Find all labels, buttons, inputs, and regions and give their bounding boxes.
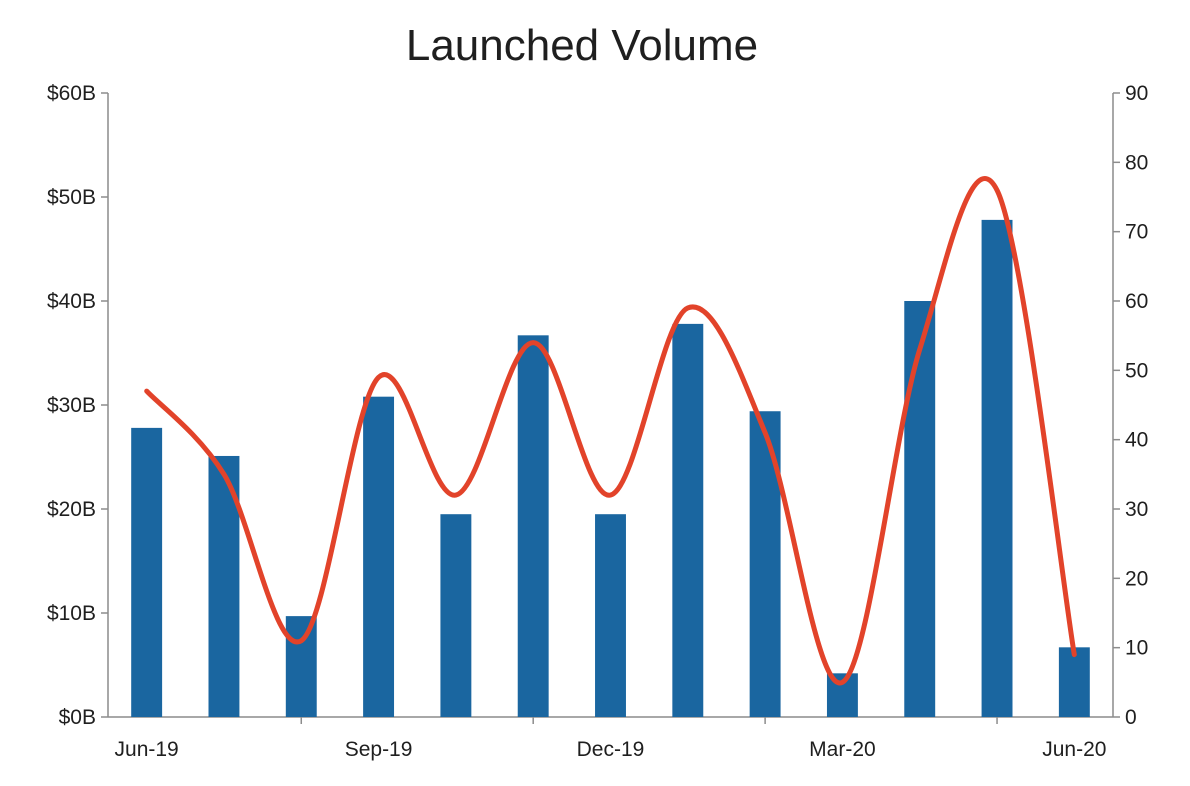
bar-series xyxy=(131,219,1090,717)
left-y-tick-label: $40B xyxy=(47,290,96,313)
bar xyxy=(904,301,936,717)
left-y-tick-label: $30B xyxy=(47,394,96,417)
bar xyxy=(595,514,626,717)
left-y-tick-label: $60B xyxy=(47,82,96,105)
left-y-axis: $0B $10B $20B $30B $40B $50B $60B xyxy=(47,82,108,729)
bar xyxy=(672,323,704,717)
chart-title: Launched Volume xyxy=(406,21,758,70)
right-y-tick-label: 90 xyxy=(1125,82,1148,105)
right-y-tick-label: 20 xyxy=(1125,567,1148,590)
right-y-axis: 0 10 20 30 40 50 60 70 80 90 xyxy=(1113,82,1148,729)
line-series xyxy=(144,176,1077,686)
bar xyxy=(363,396,395,717)
left-y-tick-label: $50B xyxy=(47,186,96,209)
x-tick-label: Jun-20 xyxy=(1042,738,1106,761)
right-y-tick-label: 10 xyxy=(1125,637,1148,660)
left-y-tick-label: $10B xyxy=(47,602,96,625)
left-y-tick-label: $0B xyxy=(59,706,96,729)
x-tick-label: Dec-19 xyxy=(577,738,645,761)
left-y-tick-label: $20B xyxy=(47,498,96,521)
right-y-tick-label: 70 xyxy=(1125,221,1148,244)
x-axis: Jun-19 Sep-19 Dec-19 Mar-20 Jun-20 xyxy=(115,717,1106,761)
right-y-tick-label: 50 xyxy=(1125,359,1148,382)
x-tick-label: Sep-19 xyxy=(345,738,413,761)
x-tick-label: Mar-20 xyxy=(809,738,876,761)
bar xyxy=(1058,647,1090,717)
bar xyxy=(440,514,472,717)
bar xyxy=(131,427,163,717)
bar xyxy=(517,335,549,717)
bar xyxy=(981,219,1013,717)
right-y-tick-label: 60 xyxy=(1125,290,1148,313)
x-tick-label: Jun-19 xyxy=(115,738,179,761)
bar xyxy=(285,616,317,717)
right-y-tick-label: 80 xyxy=(1125,151,1148,174)
right-y-tick-label: 40 xyxy=(1125,429,1148,452)
right-y-tick-label: 0 xyxy=(1125,706,1137,729)
right-y-tick-label: 30 xyxy=(1125,498,1148,521)
line-series-path xyxy=(144,176,1077,686)
